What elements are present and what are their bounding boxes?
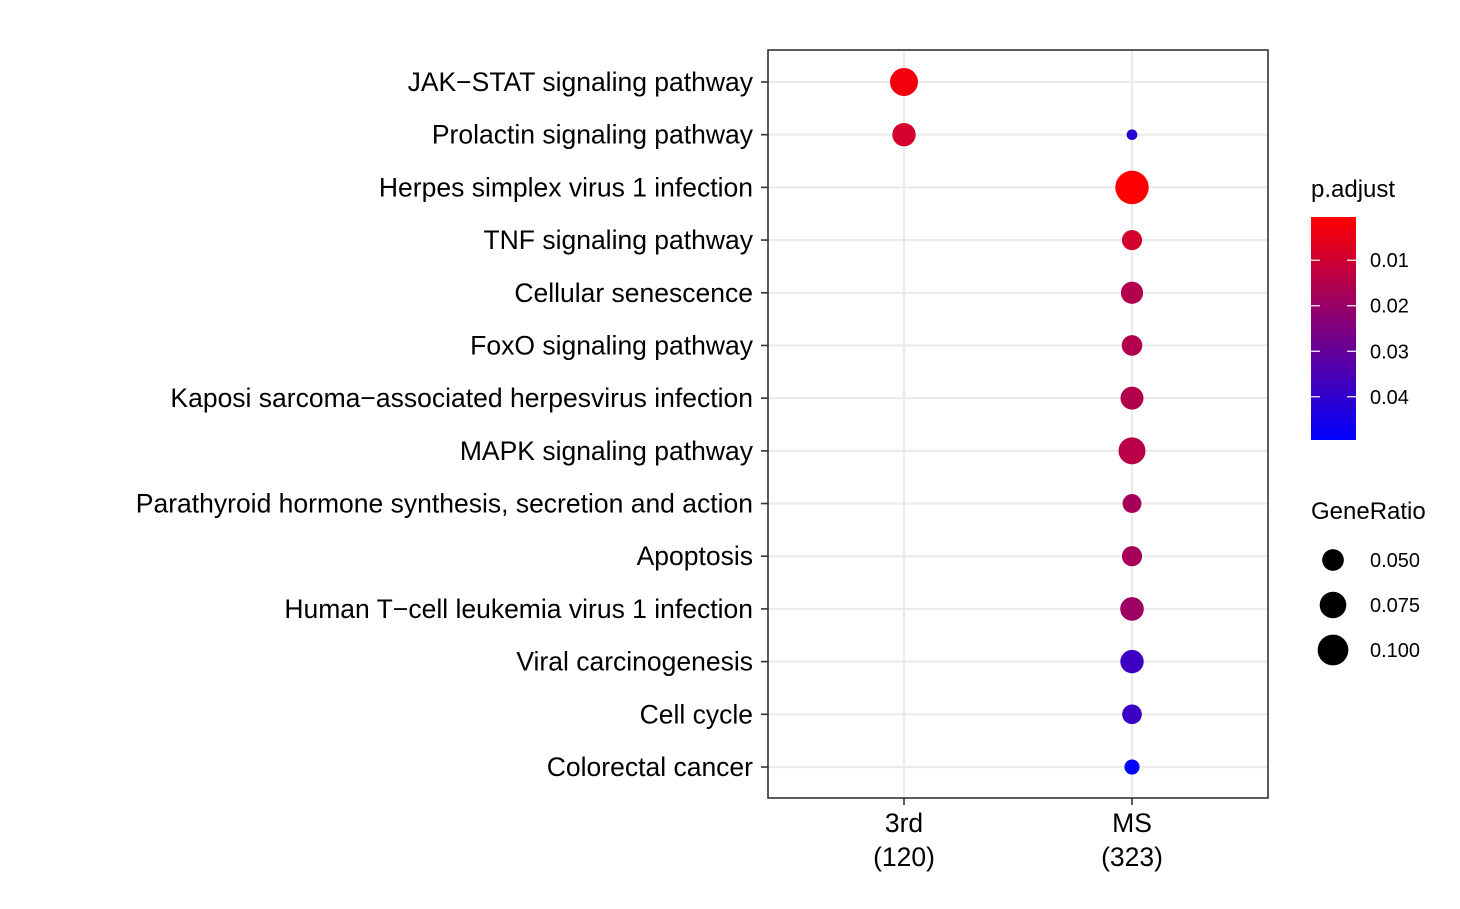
grid-lines: [768, 50, 1268, 798]
data-point: [1126, 129, 1138, 141]
size-legend-label: 0.050: [1370, 550, 1420, 572]
data-point: [1121, 335, 1143, 356]
size-legend-items: 0.050 0.075 0.100: [1317, 549, 1420, 666]
y-axis-label: Cellular senescence: [514, 278, 753, 308]
data-point: [1120, 597, 1144, 621]
color-legend-bar: [1311, 217, 1356, 440]
size-legend-key: [1322, 549, 1344, 571]
color-legend-tick-label: 0.03: [1370, 341, 1409, 363]
y-axis-label: FoxO signaling pathway: [470, 330, 754, 360]
data-point: [1121, 229, 1143, 251]
data-point: [1124, 759, 1140, 775]
x-axis-count-label: (323): [1101, 842, 1163, 872]
data-point: [892, 122, 916, 147]
color-legend-tick-label: 0.01: [1370, 250, 1409, 272]
size-legend-key: [1319, 591, 1347, 619]
y-axis-label: Kaposi sarcoma−associated herpesvirus in…: [170, 383, 753, 413]
color-legend-tick-label: 0.02: [1370, 296, 1409, 318]
data-point: [1121, 546, 1143, 567]
data-point: [1120, 649, 1144, 674]
y-axis-label: TNF signaling pathway: [483, 225, 753, 255]
y-axis: JAK−STAT signaling pathway Prolactin sign…: [136, 67, 768, 782]
y-axis-label: Cell cycle: [640, 699, 753, 729]
data-point: [1122, 704, 1142, 725]
x-axis-label: MS: [1112, 808, 1152, 838]
x-axis-count-label: (120): [873, 842, 935, 872]
data-point: [1118, 437, 1146, 465]
data-point: [1120, 386, 1144, 410]
x-axis-label: 3rd: [885, 808, 923, 838]
y-axis-label: Parathyroid hormone synthesis, secretion…: [136, 489, 753, 519]
size-legend-label: 0.075: [1370, 595, 1420, 617]
plot-panel: [767, 49, 1269, 799]
size-legend-title: GeneRatio: [1311, 498, 1426, 525]
data-point: [1115, 170, 1149, 205]
color-legend: p.adjust 0.01 0.02 0.03 0.04: [1311, 176, 1409, 440]
y-axis-label: Herpes simplex virus 1 infection: [379, 172, 753, 202]
y-axis-label: JAK−STAT signaling pathway: [408, 67, 754, 97]
data-point: [889, 67, 919, 97]
data-point: [1120, 281, 1144, 304]
y-axis-label: Colorectal cancer: [547, 752, 753, 782]
y-axis-label: Human T−cell leukemia virus 1 infection: [284, 594, 753, 624]
size-legend: GeneRatio 0.050 0.075 0.100: [1311, 498, 1426, 666]
y-axis-label: Viral carcinogenesis: [516, 647, 753, 677]
y-axis-label: Apoptosis: [637, 541, 753, 571]
x-axis: 3rd (120) MS (323): [873, 798, 1163, 872]
color-legend-ticks: 0.01 0.02 0.03 0.04: [1311, 250, 1409, 409]
size-legend-label: 0.100: [1370, 640, 1420, 662]
y-axis-label: MAPK signaling pathway: [460, 436, 754, 466]
data-points: [889, 67, 1149, 775]
color-legend-title: p.adjust: [1311, 176, 1395, 203]
data-point: [1122, 494, 1142, 514]
color-legend-tick-label: 0.04: [1370, 387, 1409, 409]
size-legend-key: [1317, 634, 1349, 666]
y-axis-label: Prolactin signaling pathway: [432, 120, 754, 150]
